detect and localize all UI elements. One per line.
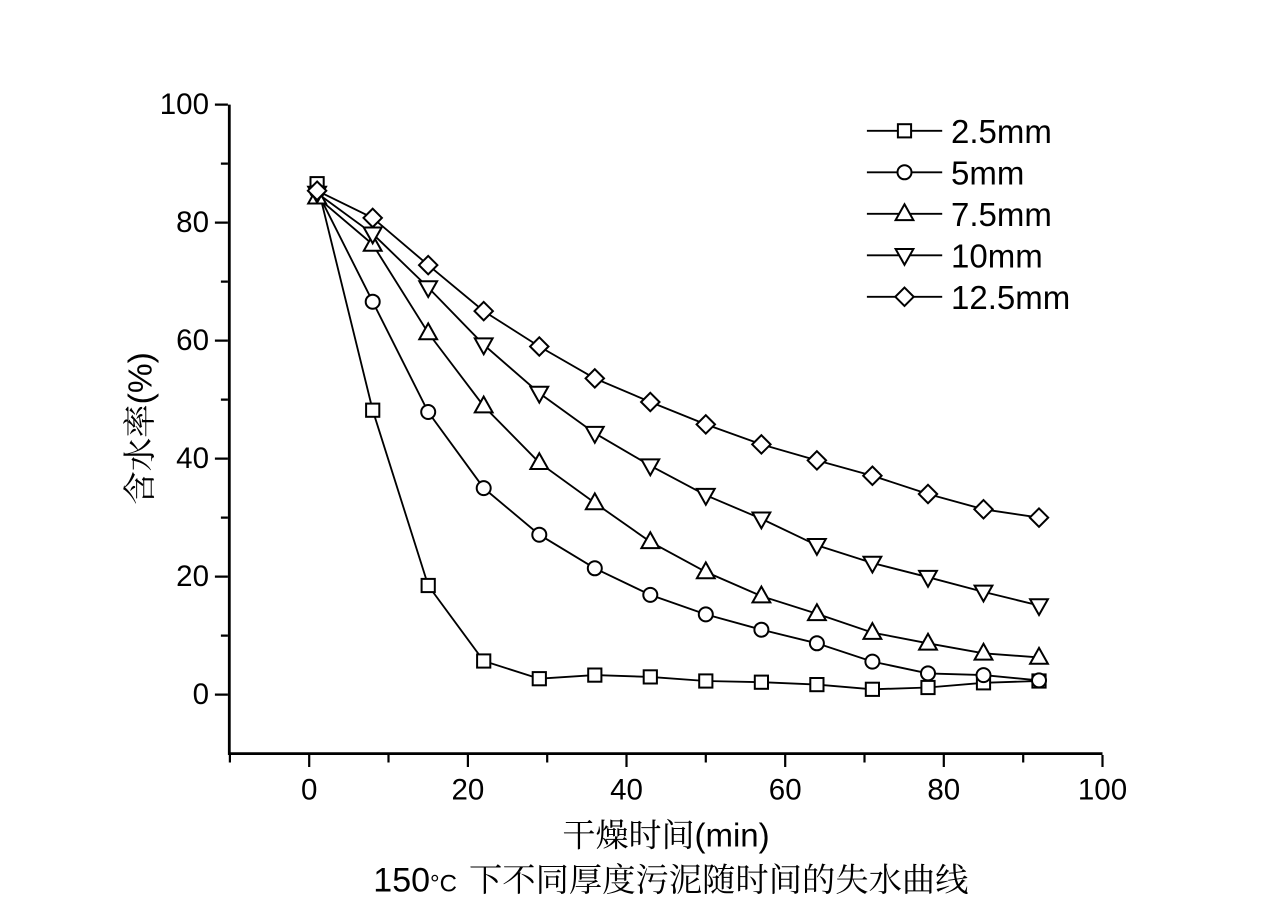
svg-text:12.5mm: 12.5mm xyxy=(951,279,1070,316)
svg-text:40: 40 xyxy=(610,773,643,806)
svg-text:(min): (min) xyxy=(695,817,770,854)
svg-text:20: 20 xyxy=(176,560,209,593)
svg-text:60: 60 xyxy=(769,773,802,806)
svg-text:0: 0 xyxy=(301,773,317,806)
svg-text:100: 100 xyxy=(160,88,209,121)
svg-text:80: 80 xyxy=(927,773,960,806)
svg-text:20: 20 xyxy=(451,773,484,806)
svg-text:80: 80 xyxy=(176,206,209,239)
svg-text:0: 0 xyxy=(193,678,209,711)
svg-text:(%): (%) xyxy=(122,352,159,404)
svg-text:40: 40 xyxy=(176,442,209,475)
svg-text:7.5mm: 7.5mm xyxy=(951,196,1052,233)
svg-text:100: 100 xyxy=(1078,773,1127,806)
svg-text:2.5mm: 2.5mm xyxy=(951,113,1052,150)
svg-text:60: 60 xyxy=(176,324,209,357)
svg-text:150°C: 150°C xyxy=(373,861,457,899)
svg-text:5mm: 5mm xyxy=(951,155,1024,192)
svg-text:10mm: 10mm xyxy=(951,238,1043,275)
